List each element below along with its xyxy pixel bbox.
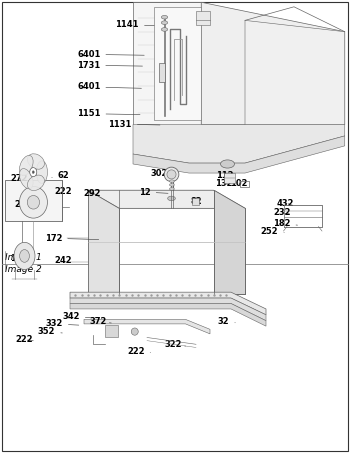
Ellipse shape xyxy=(19,187,48,218)
Ellipse shape xyxy=(161,15,168,19)
Polygon shape xyxy=(88,190,119,294)
Polygon shape xyxy=(245,20,345,125)
Bar xyxy=(159,63,164,82)
Polygon shape xyxy=(201,2,345,125)
Text: 1151: 1151 xyxy=(77,109,140,118)
Text: 352: 352 xyxy=(38,327,62,336)
Bar xyxy=(5,180,62,221)
Text: 232: 232 xyxy=(273,208,290,217)
Text: 372: 372 xyxy=(89,317,111,326)
Text: 102: 102 xyxy=(230,178,248,188)
Ellipse shape xyxy=(161,21,168,24)
Text: 222: 222 xyxy=(16,335,33,344)
Text: 342: 342 xyxy=(62,312,91,321)
Polygon shape xyxy=(70,298,266,321)
Text: 252: 252 xyxy=(261,227,284,236)
Polygon shape xyxy=(70,304,266,326)
Bar xyxy=(192,198,199,205)
Text: 22: 22 xyxy=(14,200,26,209)
Text: 12: 12 xyxy=(139,188,168,197)
Text: 1131: 1131 xyxy=(108,120,160,129)
Ellipse shape xyxy=(220,160,234,168)
Bar xyxy=(23,201,43,207)
Ellipse shape xyxy=(14,242,35,270)
Text: 322: 322 xyxy=(164,340,186,349)
Text: 6401: 6401 xyxy=(77,82,141,92)
Ellipse shape xyxy=(169,188,174,190)
Ellipse shape xyxy=(161,28,168,31)
Ellipse shape xyxy=(27,196,40,209)
Ellipse shape xyxy=(167,170,176,179)
Text: 332: 332 xyxy=(46,319,79,328)
Ellipse shape xyxy=(164,167,179,182)
Ellipse shape xyxy=(36,161,48,183)
Circle shape xyxy=(32,171,34,173)
Bar xyxy=(224,173,235,183)
Ellipse shape xyxy=(169,180,174,183)
Polygon shape xyxy=(84,319,210,334)
Ellipse shape xyxy=(131,328,138,335)
Text: 292: 292 xyxy=(83,189,101,198)
Bar xyxy=(196,11,210,25)
Polygon shape xyxy=(88,190,245,208)
Text: 152: 152 xyxy=(10,254,28,263)
Polygon shape xyxy=(214,190,245,294)
Polygon shape xyxy=(133,125,345,163)
Text: 272: 272 xyxy=(10,174,28,183)
Circle shape xyxy=(30,168,37,177)
Polygon shape xyxy=(154,7,201,120)
Text: Image 2: Image 2 xyxy=(5,265,42,275)
Text: 32: 32 xyxy=(218,317,235,326)
Text: Image 1: Image 1 xyxy=(5,253,42,262)
Text: 222: 222 xyxy=(54,187,72,196)
Text: 82: 82 xyxy=(190,197,202,206)
Ellipse shape xyxy=(27,154,44,169)
Ellipse shape xyxy=(19,169,33,189)
Text: 172: 172 xyxy=(45,234,99,243)
Text: 112: 112 xyxy=(216,171,234,180)
Text: 132: 132 xyxy=(215,178,232,188)
Text: 6401: 6401 xyxy=(77,50,144,59)
Ellipse shape xyxy=(19,155,33,176)
Text: 302: 302 xyxy=(150,169,172,178)
Polygon shape xyxy=(70,292,266,315)
Ellipse shape xyxy=(168,196,175,201)
Ellipse shape xyxy=(20,250,29,262)
Polygon shape xyxy=(133,136,345,173)
Text: 1731: 1731 xyxy=(77,61,142,70)
Text: 182: 182 xyxy=(273,219,298,228)
Bar xyxy=(105,325,118,337)
Ellipse shape xyxy=(27,175,44,191)
Text: 1141: 1141 xyxy=(116,20,184,29)
Text: 242: 242 xyxy=(54,256,72,265)
Text: 222: 222 xyxy=(127,347,150,356)
Text: 432: 432 xyxy=(276,199,294,208)
Polygon shape xyxy=(133,2,201,125)
Ellipse shape xyxy=(169,183,174,186)
Text: 62: 62 xyxy=(52,171,70,180)
